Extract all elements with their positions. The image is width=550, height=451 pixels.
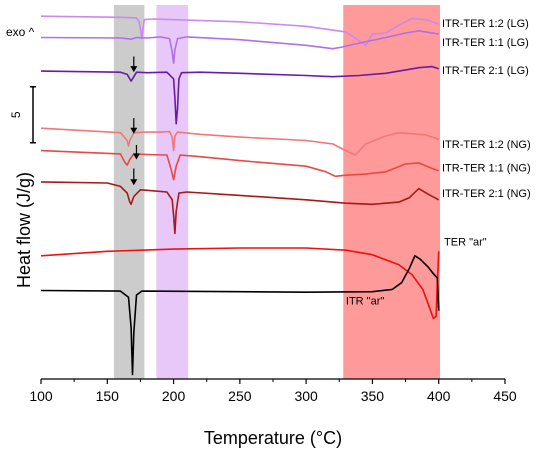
series-line-1	[40, 30, 439, 64]
series-label-4: ITR-TER 1:1 (NG)	[442, 162, 531, 174]
series-line-3	[40, 127, 439, 156]
band-0	[113, 5, 145, 379]
x-tick-label-300: 300	[294, 388, 318, 404]
x-ticks: 100 150 200 250 300 350 400 450	[29, 379, 517, 404]
series-labels: ITR-TER 1:2 (LG) ITR-TER 1:1 (LG) ITR-TER …	[346, 18, 531, 308]
scale-bar: 5	[9, 85, 36, 144]
series-line-6	[40, 247, 440, 320]
series-line-4	[40, 149, 439, 181]
series-label-0: ITR-TER 1:2 (LG)	[442, 18, 529, 30]
series-label-2: ITR-TER 2:1 (LG)	[442, 65, 529, 77]
x-axis-title: Temperature (°C)	[204, 428, 342, 448]
x-tick-label-200: 200	[162, 388, 186, 404]
arrow-2	[132, 144, 140, 160]
series-label-7: TER "ar"	[444, 236, 487, 248]
series-lines	[40, 15, 440, 376]
arrow-0	[130, 56, 138, 73]
melting-arrows	[130, 56, 140, 186]
x-tick-label-350: 350	[361, 388, 385, 404]
x-tick-label-450: 450	[493, 388, 517, 404]
scale-bar-label: 5	[9, 111, 23, 118]
x-tick-label-150: 150	[96, 388, 120, 404]
x-tick-label-400: 400	[427, 388, 451, 404]
x-tick-label-100: 100	[29, 388, 53, 404]
exo-label: exo ^	[6, 25, 35, 39]
x-tick-label-250: 250	[228, 388, 252, 404]
series-line-0	[40, 15, 439, 47]
series-label-1: ITR-TER 1:1 (LG)	[442, 37, 529, 49]
series-label-5: ITR-TER 2:1 (NG)	[442, 188, 531, 200]
arrow-1	[130, 118, 138, 134]
series-line-2	[40, 65, 439, 125]
series-line-7	[40, 255, 440, 376]
series-label-3: ITR-TER 1:2 (NG)	[442, 139, 531, 151]
y-axis-title: Heat flow (J/g)	[14, 172, 34, 288]
arrow-3	[130, 168, 138, 186]
axes: 100 150 200 250 300 350 400 450	[29, 378, 517, 404]
series-label-6: ITR "ar"	[346, 296, 384, 308]
series-line-5	[40, 181, 440, 235]
